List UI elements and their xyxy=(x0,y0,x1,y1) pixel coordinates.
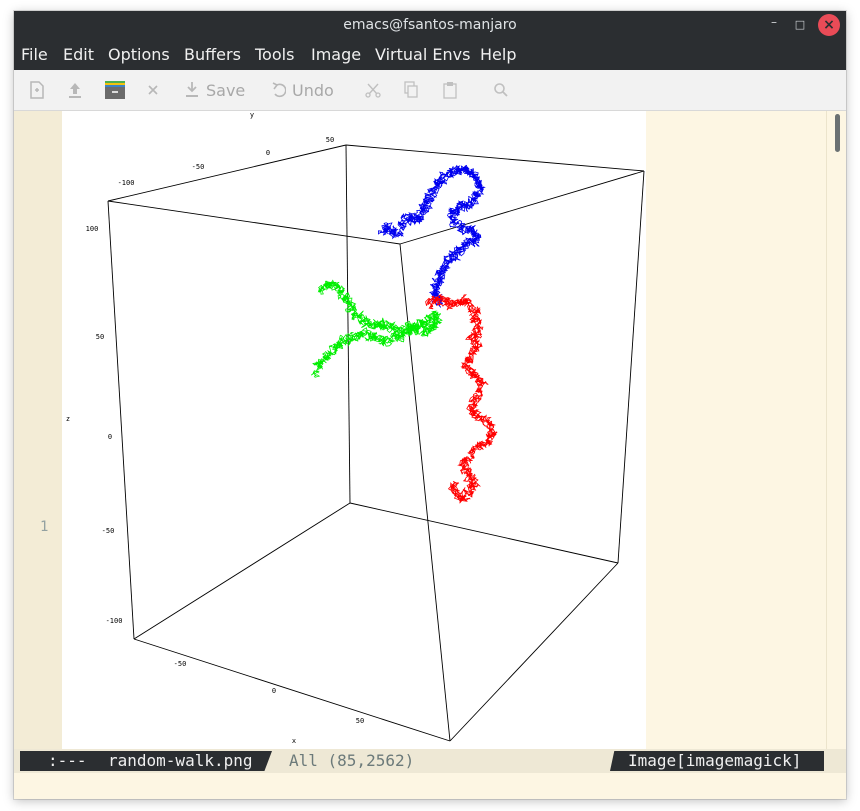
x-tick-label: 50 xyxy=(356,717,364,725)
z-tick-label: 0 xyxy=(108,433,112,441)
undo-icon xyxy=(272,82,286,98)
menu-edit[interactable]: Edit xyxy=(63,45,94,64)
menu-help[interactable]: Help xyxy=(480,45,517,64)
menu-virtual-envs[interactable]: Virtual Envs xyxy=(375,45,471,64)
image-buffer[interactable]: -100 -50 0 50 100 50 0 -50 -100 -50 0 50 y z x xyxy=(62,111,646,749)
y-tick-label: 50 xyxy=(326,136,334,144)
menu-options[interactable]: Options xyxy=(108,45,170,64)
menu-bar: File Edit Options Buffers Tools Image Vi… xyxy=(14,40,846,70)
walk-path-1 xyxy=(425,293,498,504)
buffer-status: :--- xyxy=(48,751,87,770)
close-window-button[interactable]: × xyxy=(818,14,840,36)
maximize-button[interactable]: □ xyxy=(794,18,806,31)
y-axis-label: y xyxy=(250,111,254,119)
walk-path-0 xyxy=(377,164,486,308)
undo-button[interactable]: Undo xyxy=(272,70,334,110)
x-tick-label: -50 xyxy=(174,660,187,668)
major-mode[interactable]: Image[imagemagick] xyxy=(628,751,802,770)
window-title: emacs@fsantos-manjaro xyxy=(343,17,517,33)
emacs-window: emacs@fsantos-manjaro – □ × File Edit Op… xyxy=(14,11,846,799)
axis-ticks: -100 -50 0 50 100 50 0 -50 -100 -50 0 50 y z x xyxy=(66,111,364,745)
box-edge-5 xyxy=(345,144,351,504)
box-edge-6 xyxy=(617,170,645,564)
z-tick-label: 100 xyxy=(86,225,99,233)
menu-tools[interactable]: Tools xyxy=(255,45,295,64)
copy-icon xyxy=(404,81,418,98)
y-tick-label: -50 xyxy=(192,163,205,171)
box-edge-2 xyxy=(107,200,401,245)
title-bar: emacs@fsantos-manjaro – □ × xyxy=(14,11,846,40)
z-axis-label: z xyxy=(66,415,70,423)
box-edge-8 xyxy=(133,502,351,640)
cut-icon xyxy=(365,83,381,98)
mode-line-left-segment: :--- random-walk.png xyxy=(20,751,272,771)
new-file-button[interactable] xyxy=(29,70,45,110)
menu-buffers[interactable]: Buffers xyxy=(184,45,241,64)
line-number: 1 xyxy=(40,519,49,535)
menu-file[interactable]: File xyxy=(21,45,48,64)
mode-line-right-segment: Image[imagemagick] xyxy=(610,751,824,771)
vertical-scrollbar[interactable] xyxy=(826,111,846,749)
buffer-name[interactable]: random-walk.png xyxy=(108,751,253,770)
z-tick-label: -50 xyxy=(102,527,115,535)
cut-button[interactable] xyxy=(365,70,381,110)
close-icon xyxy=(148,85,158,95)
minibuffer[interactable] xyxy=(14,773,846,799)
walk-path-2 xyxy=(310,279,443,378)
box-edge-3 xyxy=(399,170,645,245)
open-file-button[interactable] xyxy=(67,70,83,110)
tool-bar: Save Undo xyxy=(14,70,846,111)
open-directory-button[interactable] xyxy=(104,70,126,110)
close-buffer-button[interactable] xyxy=(147,70,159,110)
save-icon xyxy=(186,82,198,97)
copy-button[interactable] xyxy=(403,70,419,110)
scrollbar-thumb[interactable] xyxy=(835,114,840,152)
new-file-icon xyxy=(30,81,44,99)
upload-icon xyxy=(69,83,81,98)
paste-icon xyxy=(443,82,457,99)
box-edge-11 xyxy=(449,562,619,742)
random-walk-3d-plot: -100 -50 0 50 100 50 0 -50 -100 -50 0 50 y z x xyxy=(66,111,645,745)
save-label: Save xyxy=(206,80,246,100)
box-edge-1 xyxy=(345,144,645,172)
y-tick-label: -100 xyxy=(118,179,135,187)
box-edge-4 xyxy=(107,200,135,640)
menu-image[interactable]: Image xyxy=(311,45,362,64)
mode-line: :--- random-walk.png All (85,2562) Image… xyxy=(14,749,846,773)
save-button[interactable]: Save xyxy=(184,70,245,110)
box-edge-0 xyxy=(107,144,347,202)
minimize-button[interactable]: – xyxy=(771,15,777,29)
x-axis-label: x xyxy=(292,737,296,745)
box-edge-10 xyxy=(133,638,451,742)
search-icon xyxy=(494,83,508,97)
y-tick-label: 0 xyxy=(266,149,270,157)
folder-icon xyxy=(105,81,125,99)
search-button[interactable] xyxy=(493,70,509,110)
box-edge-9 xyxy=(349,502,619,564)
paste-button[interactable] xyxy=(442,70,458,110)
buffer-position: All (85,2562) xyxy=(289,751,415,770)
z-tick-label: -100 xyxy=(106,617,123,625)
x-tick-label: 0 xyxy=(272,687,276,695)
random-walk-paths xyxy=(310,164,498,504)
undo-label: Undo xyxy=(292,80,334,100)
bounding-box xyxy=(107,144,645,742)
z-tick-label: 50 xyxy=(96,333,104,341)
left-fringe: 1 xyxy=(14,111,62,749)
